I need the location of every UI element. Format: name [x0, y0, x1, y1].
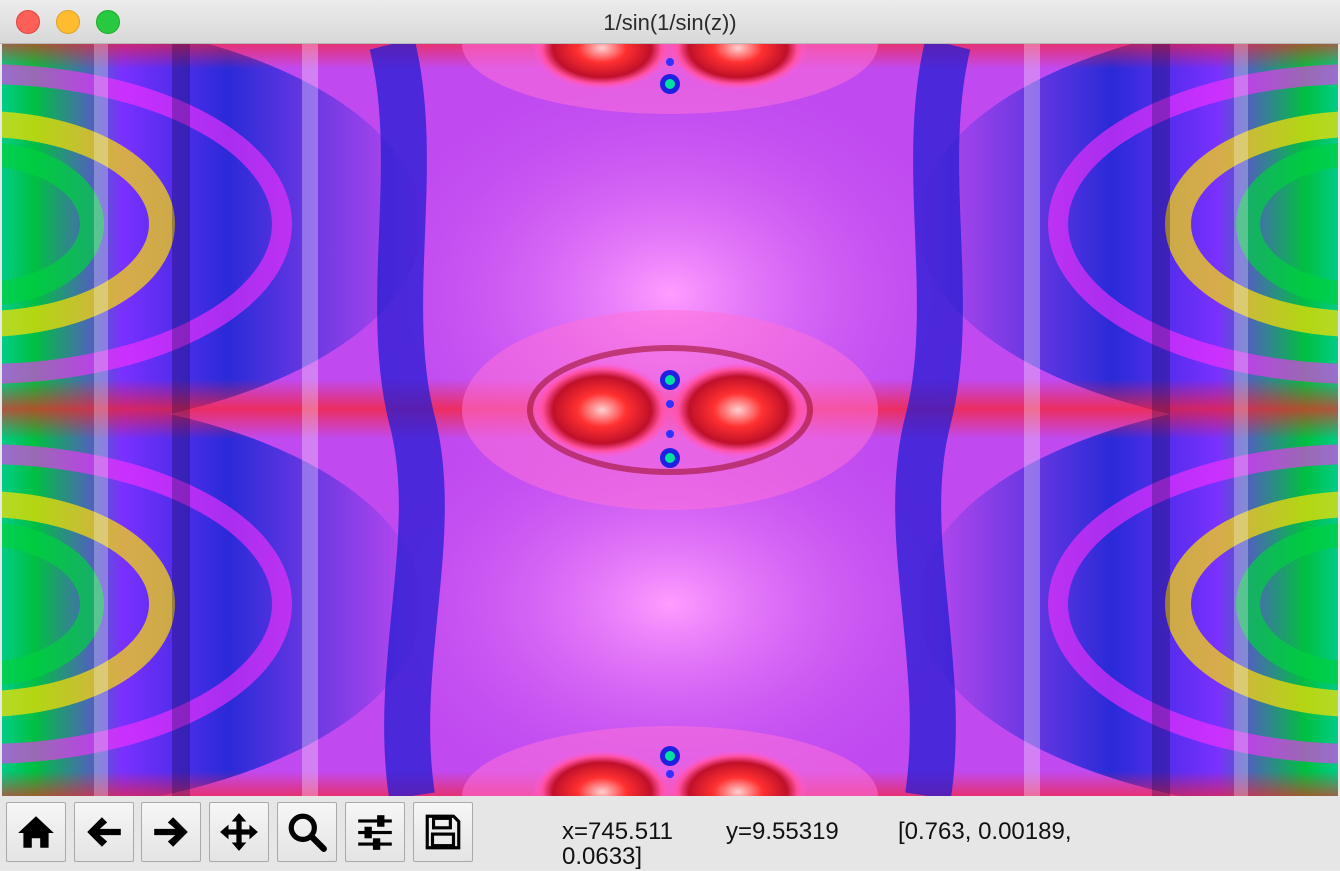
minimize-window-button[interactable]: [56, 10, 80, 34]
magnifier-icon: [288, 813, 327, 852]
pixel-value-readout: [0.763, 0.00189,: [898, 818, 1072, 845]
sliders-icon: [358, 815, 392, 850]
window-titlebar[interactable]: 1/sin(1/sin(z)): [0, 0, 1340, 44]
plot-canvas[interactable]: [2, 44, 1338, 796]
floppy-disk-icon: [425, 814, 461, 850]
window-title: 1/sin(1/sin(z)): [603, 10, 737, 35]
arrow-left-icon: [87, 817, 121, 847]
zoom-button[interactable]: [277, 802, 337, 862]
pan-button[interactable]: [209, 802, 269, 862]
maximize-window-button[interactable]: [96, 10, 120, 34]
cursor-y-readout: y=9.55319: [726, 818, 839, 845]
navigation-toolbar: x=745.511 y=9.55319 [0.763, 0.00189, 0.0…: [0, 796, 1340, 870]
close-window-button[interactable]: [16, 10, 40, 34]
pixel-value-readout-continued: 0.0633]: [562, 843, 643, 870]
home-icon: [18, 816, 54, 848]
back-button[interactable]: [74, 802, 134, 862]
arrow-right-icon: [154, 817, 188, 847]
cursor-x-readout: x=745.511: [562, 818, 673, 845]
save-button[interactable]: [413, 802, 473, 862]
home-button[interactable]: [6, 802, 66, 862]
forward-button[interactable]: [141, 802, 201, 862]
move-arrows-icon: [220, 813, 258, 851]
configure-subplots-button[interactable]: [345, 802, 405, 862]
domain-coloring-image: [2, 44, 1338, 796]
